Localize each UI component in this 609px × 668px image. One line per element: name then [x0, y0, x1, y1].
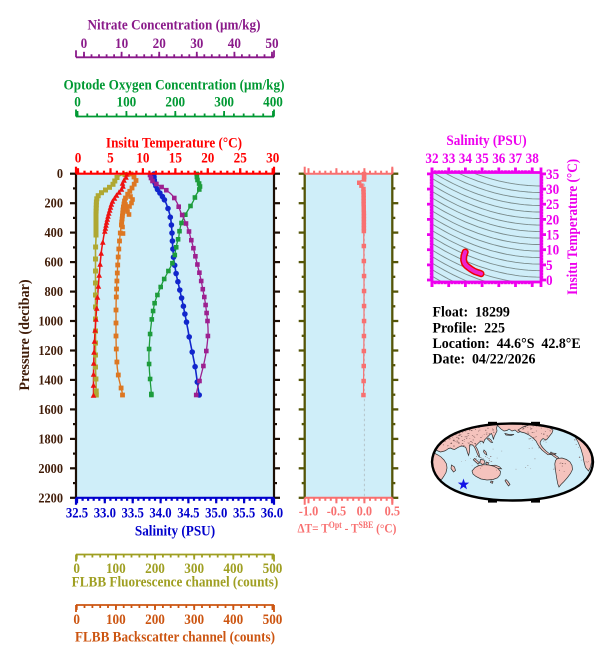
svg-text:Location: 44.6°S 42.8°E: Location: 44.6°S 42.8°E — [432, 336, 580, 353]
svg-text:37: 37 — [509, 150, 522, 167]
svg-text:0: 0 — [546, 272, 553, 289]
svg-text:30: 30 — [190, 35, 203, 52]
svg-text:-0.5: -0.5 — [327, 503, 347, 519]
svg-text:FLBB Fluorescence channel (cou: FLBB Fluorescence channel (counts) — [72, 574, 279, 591]
svg-text:100: 100 — [116, 94, 136, 111]
svg-text:35: 35 — [546, 166, 559, 183]
svg-text:2000: 2000 — [38, 460, 63, 476]
svg-text:300: 300 — [214, 94, 234, 111]
svg-text:Profile: 225: Profile: 225 — [432, 320, 505, 337]
svg-text:400: 400 — [45, 224, 64, 240]
svg-text:Pressure (decibar): Pressure (decibar) — [17, 279, 33, 390]
svg-text:34.0: 34.0 — [149, 505, 171, 521]
svg-text:33.5: 33.5 — [122, 505, 144, 521]
svg-text:Float: 18299: Float: 18299 — [432, 304, 509, 321]
svg-text:20: 20 — [546, 212, 559, 229]
svg-text:200: 200 — [45, 195, 64, 211]
svg-text:1600: 1600 — [38, 401, 63, 417]
svg-text:600: 600 — [45, 254, 64, 270]
svg-text:34: 34 — [459, 150, 472, 167]
svg-text:33.0: 33.0 — [94, 505, 116, 521]
svg-text:15: 15 — [169, 150, 182, 167]
svg-text:36.0: 36.0 — [261, 505, 283, 521]
svg-text:1000: 1000 — [38, 313, 63, 329]
svg-text:10: 10 — [115, 35, 128, 52]
svg-text:400: 400 — [223, 611, 243, 628]
svg-text:0: 0 — [81, 35, 88, 52]
svg-text:200: 200 — [165, 94, 185, 111]
svg-text:20: 20 — [153, 35, 166, 52]
svg-text:30: 30 — [546, 181, 559, 198]
svg-text:0: 0 — [74, 94, 81, 111]
svg-text:38: 38 — [526, 150, 539, 167]
svg-text:35.5: 35.5 — [233, 505, 255, 521]
svg-text:Salinity (PSU): Salinity (PSU) — [446, 132, 526, 149]
svg-text:32: 32 — [425, 150, 438, 167]
svg-text:2200: 2200 — [38, 490, 63, 506]
svg-text:Salinity (PSU): Salinity (PSU) — [135, 523, 215, 540]
svg-text:36: 36 — [492, 150, 505, 167]
svg-text:1400: 1400 — [38, 372, 63, 388]
svg-text:25: 25 — [234, 150, 247, 167]
svg-text:1200: 1200 — [38, 342, 63, 358]
svg-text:0: 0 — [73, 611, 80, 628]
svg-text:500: 500 — [263, 611, 283, 628]
svg-text:200: 200 — [145, 611, 165, 628]
svg-text:10: 10 — [136, 150, 149, 167]
svg-text:5: 5 — [107, 150, 114, 167]
svg-text:50: 50 — [265, 35, 278, 52]
svg-text:100: 100 — [106, 611, 126, 628]
svg-text:20: 20 — [201, 150, 214, 167]
svg-text:32.5: 32.5 — [66, 505, 88, 521]
svg-text:25: 25 — [546, 196, 559, 213]
svg-text:0.5: 0.5 — [385, 503, 401, 519]
svg-text:15: 15 — [546, 227, 559, 244]
svg-text:FLBB Backscatter channel (coun: FLBB Backscatter channel (counts) — [75, 629, 275, 646]
svg-text:-1.0: -1.0 — [299, 503, 319, 519]
svg-text:Insitu Temperature (°C): Insitu Temperature (°C) — [564, 159, 581, 295]
svg-text:800: 800 — [45, 283, 64, 299]
svg-text:Date: 04/22/2026: Date: 04/22/2026 — [432, 351, 535, 368]
svg-text:400: 400 — [263, 94, 283, 111]
svg-text:5: 5 — [546, 257, 553, 274]
svg-text:300: 300 — [184, 611, 204, 628]
svg-text:Nitrate Concentration (μm/kg): Nitrate Concentration (μm/kg) — [88, 17, 261, 34]
svg-text:1800: 1800 — [38, 431, 63, 447]
svg-text:30: 30 — [266, 150, 279, 167]
svg-text:0: 0 — [57, 165, 64, 181]
svg-text:10: 10 — [546, 242, 559, 259]
svg-text:0.0: 0.0 — [357, 503, 373, 519]
svg-text:34.5: 34.5 — [177, 505, 199, 521]
svg-text:Optode Oxygen Concentration (μ: Optode Oxygen Concentration (μm/kg) — [64, 77, 285, 94]
svg-text:35.0: 35.0 — [205, 505, 227, 521]
svg-text:33: 33 — [442, 150, 455, 167]
svg-text:35: 35 — [476, 150, 489, 167]
svg-text:40: 40 — [228, 35, 241, 52]
svg-text:ΔT= TOpt - TSBE (°C): ΔT= TOpt - TSBE (°C) — [298, 519, 397, 535]
svg-text:0: 0 — [75, 150, 82, 167]
